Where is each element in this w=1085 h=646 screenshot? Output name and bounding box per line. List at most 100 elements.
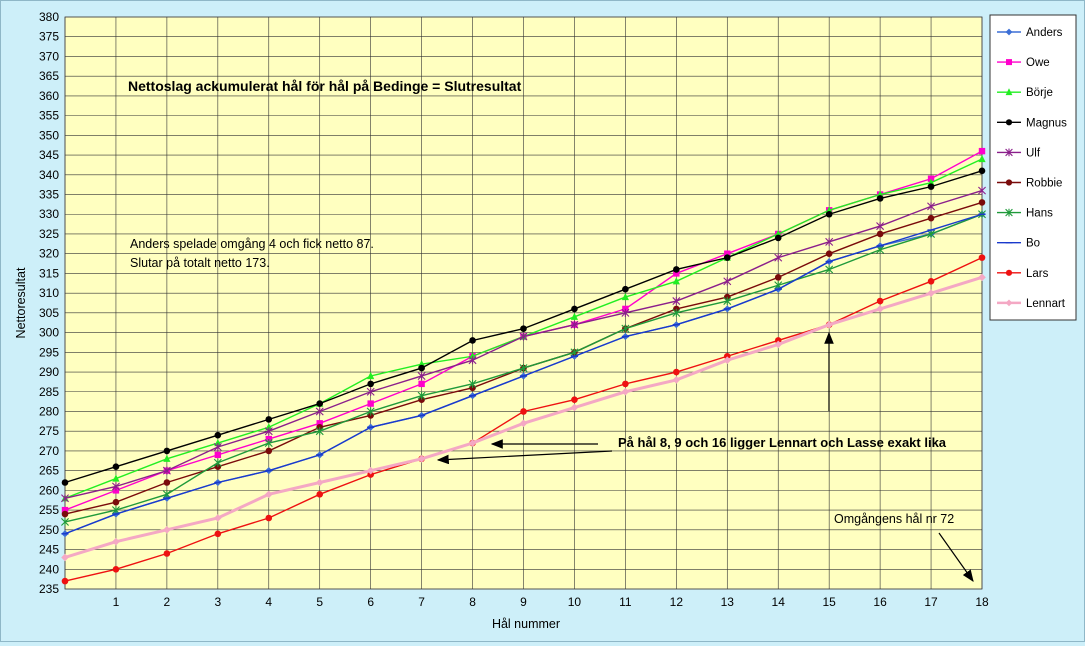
data-point-ulf — [417, 371, 426, 381]
data-point-lars — [876, 297, 884, 305]
legend-item-anders: Anders — [997, 27, 1063, 39]
data-point-lars — [520, 408, 527, 415]
data-point-ulf — [162, 466, 171, 475]
data-point-lennart — [621, 387, 630, 396]
y-axis-ticks: 235 240 245 250 255 260 265 270 275 280 285 290 295 3… — [39, 10, 59, 596]
x-tick-label: 13 — [721, 595, 735, 609]
y-tick-label: 255 — [39, 503, 59, 517]
y-tick-label: 295 — [39, 345, 59, 359]
x-tick-label: 14 — [772, 595, 786, 609]
data-point-hans — [723, 296, 732, 306]
data-point-ulf — [519, 332, 528, 341]
legend-label: Robbie — [1026, 178, 1062, 190]
data-point-robbie — [774, 274, 782, 281]
data-point-robbie — [876, 230, 884, 238]
data-point-magnus — [316, 400, 324, 407]
data-point-lars — [723, 352, 731, 360]
legend-label: Magnus — [1026, 117, 1067, 129]
data-point-lennart — [468, 439, 477, 447]
data-point-hans — [468, 379, 477, 388]
x-tick-label: 9 — [520, 595, 527, 609]
data-point-lennart — [927, 289, 935, 297]
data-point-magnus — [367, 380, 374, 388]
annotation-note2: Slutar på totalt netto 173. — [130, 256, 270, 270]
data-point-lennart — [723, 356, 732, 364]
y-tick-label: 370 — [39, 49, 59, 63]
legend-marker — [1005, 88, 1013, 96]
data-point-ulf — [111, 482, 120, 491]
data-point-b-rje — [214, 438, 222, 447]
arrow-down-right — [938, 532, 974, 582]
data-point-hans — [162, 490, 171, 499]
y-tick-label: 315 — [39, 266, 59, 280]
data-point-magnus — [571, 305, 578, 313]
data-point-magnus — [265, 416, 273, 423]
data-point-hans — [519, 363, 528, 373]
data-point-hans — [825, 265, 834, 274]
data-point-b-rje — [163, 454, 171, 462]
data-point-lars — [163, 550, 171, 557]
data-point-robbie — [163, 479, 171, 486]
data-point-owe — [61, 506, 69, 514]
y-tick-label: 235 — [39, 582, 59, 596]
legend-label: Anders — [1026, 27, 1063, 39]
data-point-lennart — [366, 466, 375, 475]
data-point-b-rje — [367, 371, 375, 380]
data-point-robbie — [265, 447, 273, 455]
data-point-ulf — [723, 277, 732, 286]
data-point-hans — [61, 517, 69, 527]
series-lennart — [61, 273, 986, 562]
y-tick-label: 305 — [39, 306, 59, 320]
data-point-lars — [774, 337, 782, 344]
data-point-lennart — [876, 305, 884, 313]
legend-item-b-rje: Börje — [997, 87, 1053, 99]
legend-box — [989, 14, 1077, 321]
data-point-magnus — [214, 431, 222, 439]
legend: Anders Owe Börje Magnus Ulf Robbie Hans Bo Lars L… — [997, 27, 1067, 310]
data-point-b-rje — [978, 154, 986, 163]
data-point-b-rje — [265, 423, 273, 431]
data-point-lars — [61, 577, 69, 585]
series-magnus — [61, 167, 986, 486]
data-point-lennart — [214, 514, 222, 522]
data-point-hans — [672, 308, 681, 317]
data-point-lennart — [61, 553, 69, 562]
data-point-lars — [316, 491, 324, 498]
data-point-magnus — [163, 447, 171, 455]
data-point-lars — [978, 254, 986, 261]
data-point-lennart — [163, 526, 171, 534]
data-point-magnus — [723, 254, 731, 261]
data-point-owe — [673, 270, 680, 277]
arrow-left-lower — [436, 450, 613, 465]
legend-item-bo: Bo — [997, 238, 1040, 250]
data-point-ulf — [621, 308, 630, 317]
annotation-note4: Omgångens hål nr 72 — [834, 512, 954, 526]
legend-item-magnus: Magnus — [997, 117, 1067, 129]
legend-label: Börje — [1026, 87, 1053, 99]
legend-item-robbie: Robbie — [997, 178, 1062, 190]
data-point-lars — [265, 514, 273, 522]
x-tick-label: 17 — [924, 595, 938, 609]
data-point-lennart — [978, 273, 986, 282]
legend-item-lars: Lars — [997, 268, 1049, 280]
data-point-magnus — [978, 167, 986, 175]
data-point-magnus — [112, 463, 120, 471]
data-point-b-rje — [468, 352, 477, 360]
data-point-lars — [673, 368, 680, 376]
x-tick-label: 11 — [619, 595, 632, 609]
y-tick-label: 240 — [39, 562, 59, 576]
legend-marker — [1005, 119, 1013, 126]
x-tick-label: 4 — [265, 595, 272, 609]
x-tick-label: 16 — [873, 595, 887, 609]
data-point-lars — [622, 380, 629, 388]
legend-marker — [1005, 299, 1013, 307]
y-tick-label: 360 — [39, 89, 59, 103]
data-point-ulf — [61, 494, 69, 503]
data-point-lars — [112, 565, 120, 573]
y-tick-label: 340 — [39, 168, 59, 182]
data-point-ulf — [672, 296, 681, 306]
x-tick-label: 12 — [670, 595, 684, 609]
y-tick-label: 280 — [39, 404, 59, 418]
legend-item-lennart: Lennart — [997, 298, 1066, 310]
